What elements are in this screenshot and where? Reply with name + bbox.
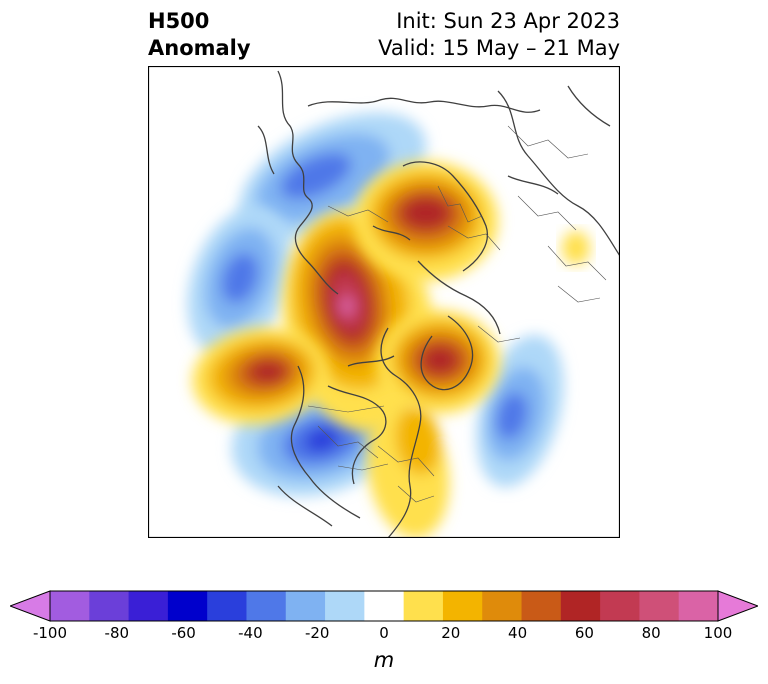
colorbar — [10, 590, 758, 622]
ridge-east-asia — [192, 327, 328, 425]
colorbar-tick-label: 40 — [508, 624, 528, 642]
political-borders — [307, 125, 607, 503]
map-frame — [148, 66, 620, 538]
colorbar-unit: m — [373, 648, 395, 672]
colorbar-cells — [10, 590, 758, 622]
ridge-central-asia — [562, 231, 590, 265]
colorbar-extend-low — [10, 590, 51, 622]
colorbar-ticks: -100 -80 -60 -40 -20 0 20 40 60 80 100 — [0, 624, 768, 644]
colorbar-tick-label: 80 — [641, 624, 661, 642]
colorbar-tick-label: -40 — [238, 624, 263, 642]
colorbar-cell — [600, 591, 640, 621]
anomaly-map — [148, 66, 620, 538]
colorbar-tick-label: 60 — [574, 624, 594, 642]
colorbar-cell — [207, 591, 247, 621]
colorbar-tick-label: 100 — [703, 624, 733, 642]
colorbar-tick-label: -80 — [104, 624, 130, 642]
colorbar-cell — [521, 591, 562, 621]
colorbar-tick-label: -100 — [32, 624, 68, 642]
colorbar-extend-high — [717, 590, 758, 622]
colorbar-cell — [678, 591, 719, 621]
colorbar-border — [49, 590, 719, 622]
map-subtitle: Init: Sun 23 Apr 2023 Valid: 15 May – 21… — [378, 8, 620, 62]
init-date: Init: Sun 23 Apr 2023 — [396, 9, 620, 33]
trough-northeast-pacific — [187, 205, 293, 357]
colorbar-cell — [246, 591, 287, 621]
colorbar-tick-label: -20 — [304, 624, 330, 642]
colorbar-cell — [442, 591, 483, 621]
colorbar-cell — [285, 591, 326, 621]
colorbar-tick-label: 20 — [441, 624, 461, 642]
coastlines — [257, 70, 620, 538]
colorbar-cell — [560, 591, 601, 621]
colorbar-cell — [325, 591, 365, 621]
colorbar-tick-label: 0 — [379, 624, 389, 642]
title-line-2: Anomaly — [148, 36, 251, 60]
colorbar-cell — [403, 591, 444, 621]
colorbar-cell — [167, 591, 208, 621]
colorbar-tick-label: -60 — [171, 624, 196, 642]
colorbar-cell — [364, 591, 405, 621]
title-line-1: H500 — [148, 9, 210, 33]
colorbar-cell — [639, 591, 680, 621]
colorbar-cell — [50, 591, 90, 621]
colorbar-cell — [128, 591, 169, 621]
ridge-greenland — [376, 310, 500, 414]
colorbar-cell — [482, 591, 523, 621]
colorbar-cell — [89, 591, 130, 621]
valid-range: Valid: 15 May – 21 May — [378, 36, 620, 60]
ridge-eastern-us — [366, 403, 450, 538]
map-title: H500 Anomaly — [148, 8, 251, 62]
ridge-scandinavia — [354, 161, 498, 281]
